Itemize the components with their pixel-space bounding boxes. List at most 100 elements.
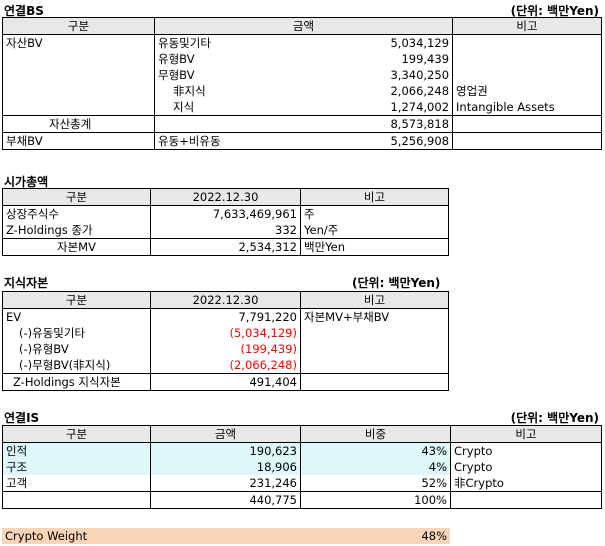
bs-row-amount: 5,034,129 [252, 34, 454, 51]
bs-row-name: 무형BV [158, 68, 195, 82]
mcap-row-name: 상장주식수 [2, 205, 151, 222]
ic-row-value: (5,034,129) [150, 325, 301, 341]
is-header-category: 구분 [2, 425, 151, 443]
bs-asset-total-label: 자산총계 [2, 115, 155, 133]
table-row: 자산BV 유동및기타 5,034,129 [2, 34, 603, 51]
bs-header-note: 비고 [452, 17, 603, 35]
table-row: 인적 190,623 43% Crypto [2, 442, 602, 459]
is-row-note: Crypto [450, 442, 602, 459]
mcap-table: 구분 2022.12.30 비고 상장주식수 7,633,469,961 주 Z… [2, 188, 449, 256]
bs-liab-desc: 유동+비유동 [154, 132, 253, 150]
mcap-row-value: 332 [150, 222, 301, 239]
ic-title: 지식자본 [4, 276, 49, 290]
table-row: Crypto Weight 48% [2, 528, 450, 544]
crypto-weight-label: Crypto Weight [2, 528, 300, 544]
bs-asset-label: 자산BV [2, 34, 155, 51]
is-header-amount: 금액 [150, 425, 301, 443]
bs-row-name: 非지식 [173, 84, 206, 98]
bs-title: 연결BS [4, 4, 44, 18]
bs-row-name: 유동및기타 [158, 36, 211, 50]
table-row: Z-Holdings 지식자본 491,404 [2, 373, 449, 391]
ic-unit: (단위: 백만Yen) [352, 276, 441, 290]
table-row: 고객 231,246 52% 非Crypto [2, 475, 602, 492]
mcap-header-note: 비고 [300, 188, 449, 206]
table-row: (-)유동및기타 (5,034,129) [2, 325, 449, 341]
is-row-name: 고객 [2, 475, 151, 492]
ic-table: 구분 2022.12.30 비고 EV 7,791,220 자본MV+부채BV … [2, 291, 449, 391]
bs-liab-amount: 5,256,908 [252, 132, 454, 150]
mcap-header-row: 구분 2022.12.30 비고 [2, 188, 449, 206]
table-row: (-)무형BV(非지식) (2,066,248) [2, 357, 449, 374]
mcap-header-category: 구분 [2, 188, 151, 206]
ic-header-category: 구분 [2, 291, 151, 309]
bs-row-name: 지식 [173, 100, 195, 114]
table-row: 부채BV 유동+비유동 5,256,908 [2, 132, 603, 150]
ic-row-note [300, 325, 449, 341]
bs-row-note [452, 34, 603, 51]
crypto-weight-value: 48% [300, 528, 450, 544]
is-row-name: 인적 [2, 442, 151, 459]
is-header-note: 비고 [450, 425, 602, 443]
table-row: 구조 18,906 4% Crypto [2, 459, 602, 475]
bs-row-amount: 199,439 [252, 51, 454, 67]
bs-row-note: 영업권 [452, 83, 603, 99]
mcap-row-note: 주 [300, 205, 449, 222]
bs-header-row: 구분 금액 비고 [2, 17, 603, 35]
mcap-header-date: 2022.12.30 [150, 188, 301, 206]
is-row-pct: 52% [300, 475, 451, 492]
mcap-row-name: 자본MV [2, 238, 151, 256]
ic-header-row: 구분 2022.12.30 비고 [2, 291, 449, 309]
table-row: (-)유형BV (199,439) [2, 341, 449, 357]
table-row: Z-Holdings 종가 332 Yen/주 [2, 222, 449, 239]
ic-row-name: (-)무형BV(非지식) [2, 357, 151, 374]
mcap-row-value: 2,534,312 [150, 238, 301, 256]
ic-row-name: (-)유형BV [2, 341, 151, 357]
mcap-row-note: 백만Yen [300, 238, 449, 256]
bs-asset-total: 8,573,818 [252, 115, 454, 133]
is-row-note: 非Crypto [450, 475, 602, 492]
bs-row-note [452, 51, 603, 67]
is-row-pct: 43% [300, 442, 451, 459]
is-header-row: 구분 금액 비중 비고 [2, 425, 602, 443]
is-total-pct: 100% [300, 491, 451, 509]
ic-row-name: (-)유동및기타 [2, 325, 151, 341]
table-row: 자산총계 8,573,818 [2, 115, 603, 133]
bs-header-category: 구분 [2, 17, 155, 35]
bs-row-amount: 1,274,002 [252, 99, 454, 116]
ic-row-note [300, 341, 449, 357]
ic-row-name: EV [2, 308, 151, 325]
ic-row-value: 7,791,220 [150, 308, 301, 325]
is-total-amount: 440,775 [150, 491, 301, 509]
is-title: 연결IS [4, 411, 40, 425]
is-header-ratio: 비중 [300, 425, 451, 443]
bs-header-amount: 금액 [153, 17, 454, 35]
ic-header-note: 비고 [300, 291, 449, 309]
is-row-amount: 231,246 [150, 475, 301, 492]
is-unit: (단위: 백만Yen) [510, 411, 599, 425]
table-row: 440,775 100% [2, 491, 602, 509]
bs-row-amount: 2,066,248 [252, 83, 454, 99]
bs-liab-label: 부채BV [2, 132, 155, 150]
table-row: 상장주식수 7,633,469,961 주 [2, 205, 449, 222]
mcap-title: 시가총액 [4, 175, 49, 189]
bs-row-amount: 3,340,250 [252, 67, 454, 83]
bs-unit: (단위: 백만Yen) [510, 4, 599, 18]
table-row: 非지식 2,066,248 영업권 [2, 83, 603, 99]
table-row: EV 7,791,220 자본MV+부채BV [2, 308, 449, 325]
table-row: 유형BV 199,439 [2, 51, 603, 67]
is-table: 구분 금액 비중 비고 인적 190,623 43% Crypto 구조 18,… [2, 425, 602, 509]
crypto-weight-row: Crypto Weight 48% [2, 528, 450, 544]
table-row: 자본MV 2,534,312 백만Yen [2, 238, 449, 256]
mcap-row-name: Z-Holdings 종가 [2, 222, 151, 239]
bs-row-name: 유형BV [158, 52, 195, 66]
mcap-row-note: Yen/주 [300, 222, 449, 239]
ic-total-label: Z-Holdings 지식자본 [2, 373, 151, 391]
ic-total-value: 491,404 [150, 373, 301, 391]
is-row-pct: 4% [300, 459, 451, 475]
is-row-amount: 190,623 [150, 442, 301, 459]
mcap-row-value: 7,633,469,961 [150, 205, 301, 222]
table-row: 지식 1,274,002 Intangible Assets [2, 99, 603, 116]
is-row-amount: 18,906 [150, 459, 301, 475]
bs-row-note [452, 67, 603, 83]
ic-row-note [300, 357, 449, 374]
